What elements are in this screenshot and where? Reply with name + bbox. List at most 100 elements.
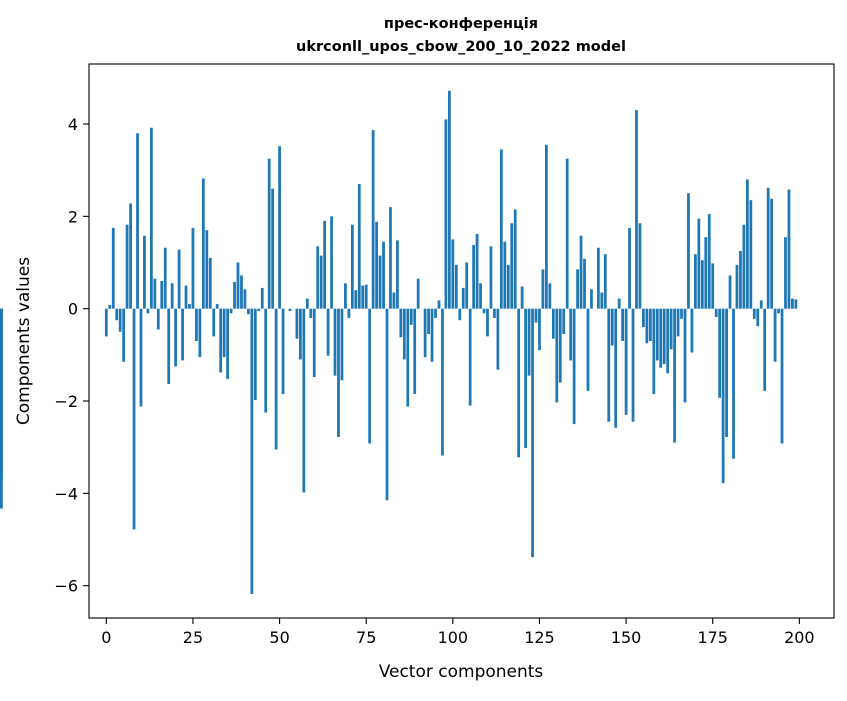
- x-tick-label: 25: [183, 628, 203, 647]
- bar-41: [247, 308, 250, 315]
- bar-98: [444, 119, 448, 309]
- bar-182: [735, 264, 739, 309]
- x-tick-label: 0: [101, 628, 111, 647]
- bar-152: [631, 308, 635, 422]
- bar-65: [330, 216, 333, 309]
- bar-144: [603, 254, 607, 309]
- bar-137: [579, 235, 583, 309]
- bar-181: [732, 308, 735, 459]
- bar-138: [583, 258, 586, 309]
- bar-40: [243, 289, 247, 309]
- x-tick-label: 125: [524, 628, 555, 647]
- bar-115: [503, 241, 507, 309]
- x-tick-label: 175: [697, 628, 728, 647]
- bar-63: [323, 220, 327, 309]
- bar-66: [333, 308, 337, 376]
- y-axis-label: Components values: [14, 257, 34, 425]
- bar-33: [219, 308, 223, 373]
- bar-70: [347, 308, 351, 318]
- bar-145: [607, 308, 611, 422]
- bar-168: [687, 193, 690, 309]
- bar-140: [590, 289, 593, 309]
- bar-130: [555, 308, 559, 403]
- bar-187: [752, 308, 756, 319]
- bar-169: [690, 308, 694, 353]
- bar-14: [153, 278, 157, 309]
- bar-160: [659, 308, 663, 368]
- bar-82: [389, 207, 392, 309]
- bar-7: [129, 203, 132, 309]
- bar-199: [794, 299, 798, 309]
- bar-142: [596, 247, 600, 309]
- bar-57: [302, 308, 306, 493]
- bar-156: [645, 308, 649, 344]
- bar-131: [558, 308, 562, 383]
- bar-13: [149, 127, 153, 309]
- bar-158: [652, 308, 656, 395]
- bar-67: [337, 308, 340, 438]
- bar-108: [479, 283, 482, 309]
- bar-193: [773, 308, 777, 362]
- bar-83: [392, 292, 396, 309]
- bar-24: [188, 304, 191, 309]
- x-tick-label: 150: [611, 628, 642, 647]
- bar-75: [364, 284, 368, 309]
- bar-134: [569, 308, 573, 361]
- bar-186: [749, 200, 753, 309]
- bar-191: [766, 187, 770, 309]
- bar-175: [711, 263, 715, 309]
- bar-129: [551, 308, 555, 339]
- bars-group: [0, 90, 798, 594]
- bar-118: [513, 209, 517, 309]
- bar-55: [295, 308, 299, 339]
- bar-197: [787, 189, 791, 309]
- bar-148: [617, 298, 621, 309]
- bar-188: [756, 308, 760, 327]
- bar-173: [704, 237, 708, 309]
- bar-10: [139, 308, 143, 407]
- bar-122: [527, 308, 531, 376]
- bar-183: [739, 250, 742, 309]
- bar-153: [635, 110, 638, 309]
- bar-39: [240, 275, 243, 309]
- bar-154: [638, 223, 642, 309]
- chart-title-line2: ukrconll_upos_cbow_200_10_2022 model: [296, 39, 626, 55]
- y-tick-label: 4: [68, 115, 78, 134]
- y-tick-label: −6: [54, 577, 78, 596]
- bar-28: [201, 178, 205, 309]
- bar-167: [683, 308, 687, 403]
- bar-6: [125, 224, 129, 309]
- bar-50: [278, 146, 281, 309]
- bar-38: [236, 262, 240, 309]
- bar-101: [454, 264, 458, 309]
- bar-88: [409, 308, 413, 325]
- bar-15: [156, 308, 160, 330]
- bar-47: [267, 158, 271, 309]
- bar-125: [538, 308, 541, 351]
- bar-18: [167, 308, 171, 384]
- bar-192: [770, 198, 774, 309]
- bar-35: [226, 308, 229, 379]
- bar-79: [378, 255, 382, 309]
- bar-68: [340, 308, 344, 381]
- bar-17: [163, 247, 167, 309]
- bar-5: [122, 308, 126, 362]
- bar-104: [465, 262, 469, 309]
- bar-176: [714, 308, 718, 317]
- bar-127: [545, 144, 548, 309]
- bar-42: [250, 308, 254, 594]
- y-tick-label: −2: [54, 392, 78, 411]
- bar-85: [399, 308, 403, 338]
- bar-178: [721, 308, 725, 484]
- bar-161: [662, 308, 666, 365]
- bar-106: [472, 244, 476, 309]
- bar-19: [170, 283, 174, 309]
- bar-89: [413, 308, 417, 395]
- bar-92: [423, 308, 427, 358]
- bar-22: [181, 308, 184, 361]
- bar-165: [676, 308, 680, 337]
- bar-147: [614, 308, 618, 428]
- bar-3: [115, 308, 119, 321]
- bar-135: [572, 308, 576, 425]
